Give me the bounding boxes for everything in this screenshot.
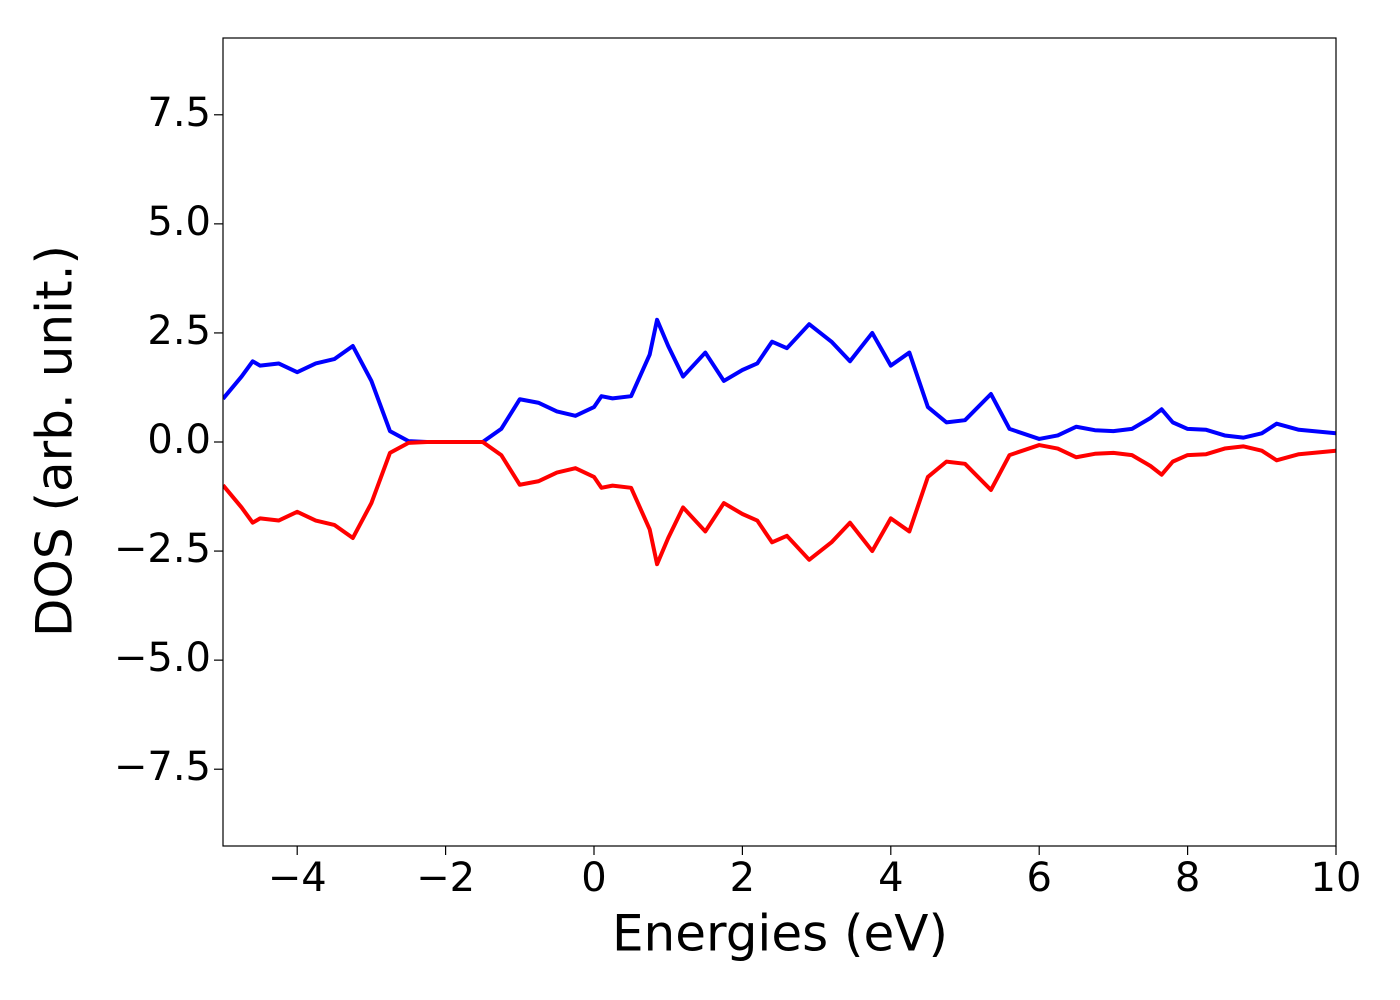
y-axis-label: DOS (arb. unit.) [26,245,84,637]
y-tick-label: −2.5 [114,526,211,572]
x-tick-label: −4 [268,855,327,901]
x-tick-label: 10 [1311,855,1362,901]
plot-frame [222,37,1337,847]
y-tick-label: −7.5 [114,744,211,790]
y-tick-label: 0.0 [147,417,211,463]
x-axis-label: Energies (eV) [612,905,948,963]
x-tick-label: −2 [416,855,475,901]
x-tick-label: 6 [1026,855,1051,901]
y-tick-label: −5.0 [114,635,211,681]
data-line [223,317,1336,444]
data-line [223,440,1336,567]
y-tick-label: 7.5 [147,90,211,136]
x-tick-label: 2 [730,855,755,901]
x-tick-label: 0 [581,855,606,901]
x-tick-label: 4 [878,855,903,901]
y-tick-label: 5.0 [147,199,211,245]
y-tick-label: 2.5 [147,308,211,354]
x-tick-label: 8 [1175,855,1200,901]
